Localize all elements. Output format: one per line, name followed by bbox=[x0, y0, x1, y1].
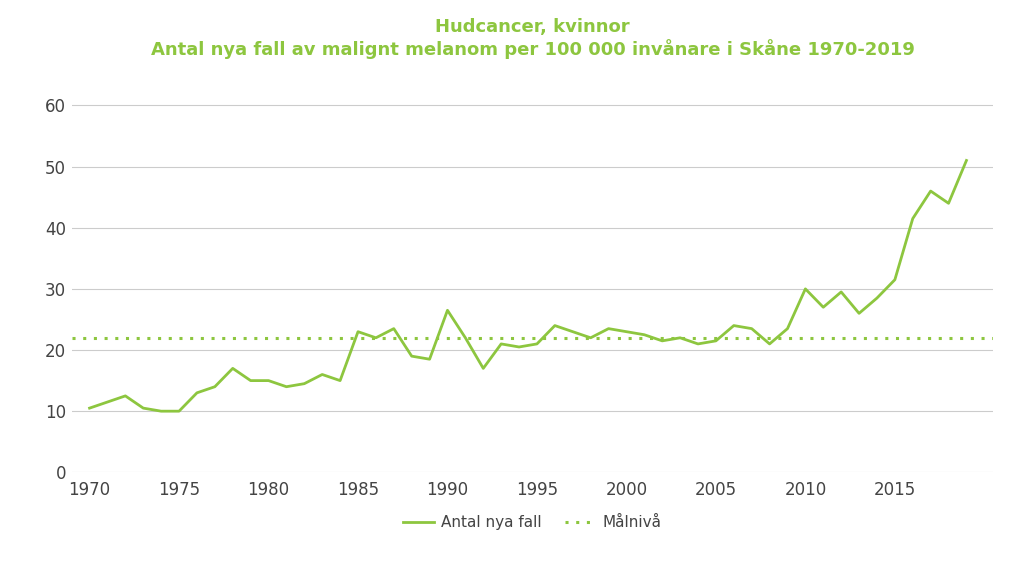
Title: Hudcancer, kvinnor
Antal nya fall av malignt melanom per 100 000 invånare i Skån: Hudcancer, kvinnor Antal nya fall av mal… bbox=[151, 18, 914, 59]
Legend: Antal nya fall, Målnivå: Antal nya fall, Målnivå bbox=[397, 509, 668, 536]
